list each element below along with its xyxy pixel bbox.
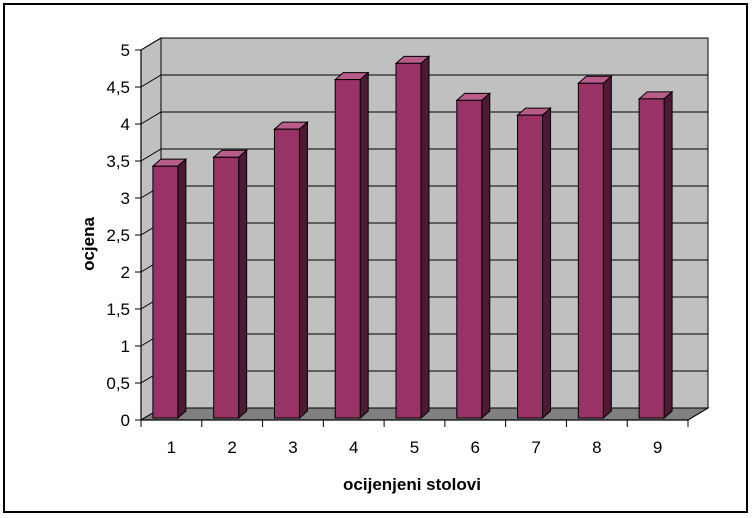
gridline — [140, 74, 708, 88]
y-tick-label: 0 — [121, 411, 130, 430]
bar-front — [152, 165, 179, 419]
bar-3 — [273, 121, 309, 420]
y-tick-label: 1 — [121, 337, 130, 356]
bar-side — [481, 92, 491, 420]
y-tick-label: 2,5 — [106, 226, 130, 245]
y-tick-labels: 0 0,5 1 1,5 2 2,5 3 3,5 4 4,5 5 — [106, 41, 130, 430]
bar-7 — [516, 107, 552, 420]
x-axis-depth — [687, 407, 709, 421]
y-tick-label: 0,5 — [106, 374, 130, 393]
bar-front — [213, 156, 240, 419]
y-tick-label: 2 — [121, 263, 130, 282]
y-tick-label: 3,5 — [106, 152, 130, 171]
bar-9 — [637, 90, 674, 420]
gridline — [140, 37, 708, 51]
x-tick-label: 4 — [349, 438, 358, 457]
y-tick-label: 1,5 — [106, 300, 130, 319]
bar-front — [638, 98, 665, 419]
bar-side — [663, 90, 673, 420]
bar-front — [273, 128, 300, 419]
bar-4 — [333, 71, 370, 420]
bar-side — [359, 71, 369, 420]
x-tick-label: 9 — [653, 438, 662, 457]
x-tick-labels: 1 2 3 4 5 6 7 8 9 — [167, 438, 663, 457]
y-tick-label: 4,5 — [106, 78, 130, 97]
x-tick-label: 1 — [167, 438, 176, 457]
x-tick-label: 6 — [471, 438, 480, 457]
bar-side — [298, 121, 308, 420]
bar-side — [602, 75, 612, 420]
bar-front — [517, 114, 544, 419]
bar-front — [334, 79, 361, 419]
y-tick-label: 5 — [121, 41, 130, 60]
axes — [135, 49, 709, 427]
bar-side — [238, 149, 248, 420]
bar-1 — [151, 158, 188, 420]
bar-front — [395, 62, 422, 419]
x-tick-label: 3 — [288, 438, 297, 457]
y-axis-label: ocjena — [79, 217, 98, 271]
bar-side — [420, 55, 430, 420]
bars — [151, 55, 674, 420]
bar-side — [542, 107, 552, 420]
bar-front — [456, 99, 483, 419]
x-tick-label: 5 — [410, 438, 419, 457]
y-tick-label: 4 — [121, 115, 130, 134]
bar-side — [177, 158, 187, 420]
bar-6 — [455, 92, 492, 420]
bar-5 — [394, 55, 431, 420]
x-tick-label: 2 — [227, 438, 236, 457]
x-tick-label: 7 — [531, 438, 540, 457]
bar-front — [577, 82, 604, 419]
bar-2 — [212, 149, 248, 420]
y-tick-label: 3 — [121, 189, 130, 208]
bar-8 — [577, 75, 613, 420]
x-axis-label: ocijenjeni stolovi — [343, 475, 481, 494]
x-tick-label: 8 — [592, 438, 601, 457]
